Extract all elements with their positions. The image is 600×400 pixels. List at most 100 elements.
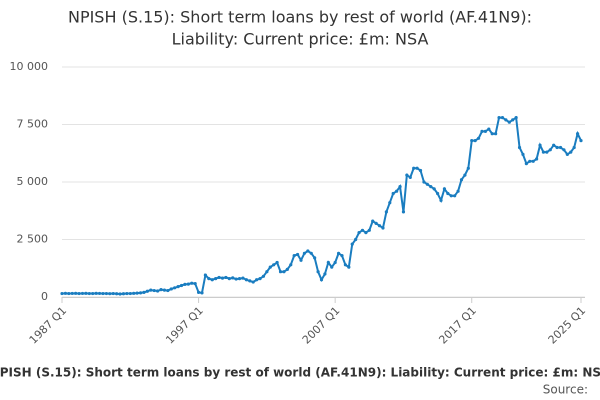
data-point xyxy=(418,168,423,173)
data-point xyxy=(152,288,156,293)
data-point xyxy=(401,210,406,214)
data-point xyxy=(569,150,573,154)
data-point xyxy=(275,260,279,265)
data-point xyxy=(558,145,563,150)
data-point xyxy=(214,277,218,281)
data-point xyxy=(497,116,501,120)
chart-title: NPISH (S.15): Short term loans by rest o… xyxy=(68,8,532,27)
data-point xyxy=(115,292,119,296)
y-tick-label: 10 000 xyxy=(10,60,49,73)
data-point xyxy=(555,145,559,150)
y-tick-label: 5 000 xyxy=(17,175,49,188)
data-point xyxy=(572,145,576,150)
data-point xyxy=(442,187,447,191)
data-point xyxy=(162,288,167,292)
data-point xyxy=(80,291,85,296)
data-point xyxy=(118,292,122,296)
data-point xyxy=(456,189,460,193)
data-point xyxy=(111,291,115,296)
data-point xyxy=(405,173,409,177)
data-point xyxy=(135,291,139,295)
data-point xyxy=(531,159,535,163)
data-point xyxy=(176,285,180,289)
data-point xyxy=(439,198,443,202)
data-point xyxy=(261,274,266,278)
data-point xyxy=(231,276,235,280)
data-point xyxy=(354,237,358,242)
data-point xyxy=(408,175,412,179)
data-point xyxy=(60,291,64,296)
data-point xyxy=(169,287,173,291)
data-point xyxy=(333,260,337,265)
y-tick-label: 7 500 xyxy=(17,118,49,131)
data-point xyxy=(377,224,382,228)
data-point xyxy=(306,249,310,253)
data-point xyxy=(295,252,300,257)
data-point xyxy=(217,275,221,280)
data-point xyxy=(282,270,286,274)
data-point xyxy=(340,254,344,258)
data-point xyxy=(507,120,511,124)
data-point xyxy=(490,132,494,136)
data-point xyxy=(190,281,194,285)
data-point xyxy=(432,187,436,191)
data-point xyxy=(251,280,255,284)
data-point xyxy=(425,182,429,186)
data-point xyxy=(91,291,95,296)
data-point xyxy=(367,228,371,232)
data-point xyxy=(203,273,208,277)
data-point xyxy=(183,282,187,286)
data-point xyxy=(350,242,354,246)
data-point xyxy=(453,194,457,198)
data-point xyxy=(121,292,126,296)
data-point xyxy=(138,291,143,295)
data-point xyxy=(70,291,74,296)
data-point xyxy=(159,288,163,292)
data-point xyxy=(125,291,129,296)
x-tick-label: 2017 Q1 xyxy=(436,304,479,347)
data-point xyxy=(435,191,440,196)
data-point xyxy=(487,127,491,131)
data-point xyxy=(63,291,68,295)
data-point xyxy=(446,191,450,196)
data-point xyxy=(220,276,225,280)
data-point xyxy=(128,291,132,296)
data-point xyxy=(193,282,197,286)
chart-title: Liability: Current price: £m: NSA xyxy=(172,30,429,49)
data-point xyxy=(524,162,528,166)
data-point xyxy=(579,139,583,143)
data-point xyxy=(541,150,546,154)
data-point xyxy=(278,270,283,274)
data-point xyxy=(429,185,433,189)
data-point xyxy=(483,129,487,133)
data-point xyxy=(299,258,303,262)
data-point xyxy=(292,254,296,258)
data-point xyxy=(74,291,78,295)
data-point xyxy=(388,201,392,205)
data-point xyxy=(84,291,88,295)
data-point xyxy=(347,265,351,269)
data-point xyxy=(67,291,71,296)
data-point xyxy=(545,150,549,154)
data-point xyxy=(384,210,388,214)
data-point xyxy=(258,277,262,281)
data-point xyxy=(538,143,542,147)
data-point xyxy=(466,166,470,170)
data-point xyxy=(196,290,201,294)
footer: NPISH (S.15): Short term loans by rest o… xyxy=(0,366,600,380)
data-point xyxy=(357,231,361,235)
data-point xyxy=(395,189,399,193)
data-point xyxy=(94,291,98,295)
data-point xyxy=(166,288,170,293)
x-tick-label: 1987 Q1 xyxy=(27,304,70,347)
data-point xyxy=(412,166,416,170)
data-point xyxy=(234,277,238,281)
data-point xyxy=(179,283,184,288)
data-point xyxy=(528,159,532,163)
data-point xyxy=(517,145,522,150)
data-point xyxy=(265,270,269,274)
data-point xyxy=(398,185,402,189)
data-point xyxy=(459,178,464,182)
data-point xyxy=(371,219,375,223)
data-point xyxy=(77,291,81,296)
